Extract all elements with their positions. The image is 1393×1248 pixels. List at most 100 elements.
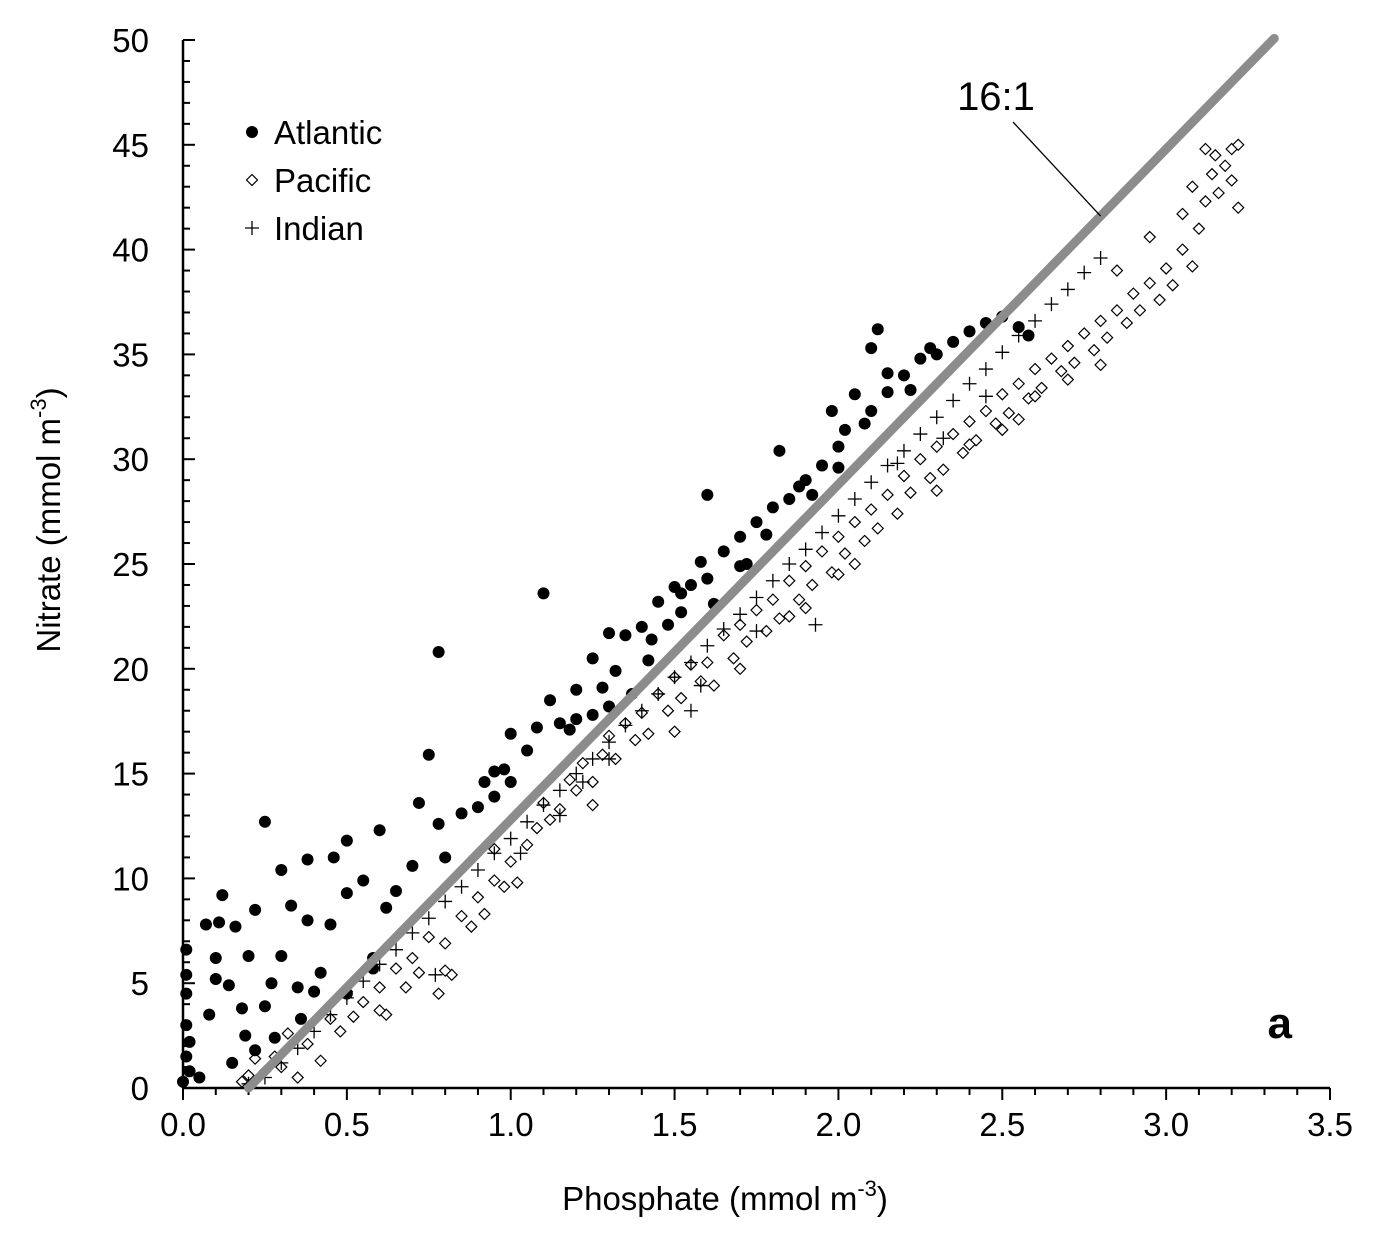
data-point-atlantic [380, 901, 393, 914]
data-point-atlantic [1022, 329, 1035, 342]
data-point-atlantic [652, 595, 665, 608]
y-tick-label: 40 [112, 232, 149, 269]
data-point-atlantic [406, 859, 419, 872]
data-point-pacific [530, 821, 544, 835]
data-point-pacific [773, 612, 786, 625]
data-point-pacific [373, 1004, 386, 1017]
data-point-indian [847, 492, 862, 507]
data-point-atlantic [563, 723, 576, 736]
data-point-pacific [858, 534, 871, 548]
data-point-pacific [700, 656, 714, 669]
data-point-pacific [750, 603, 763, 617]
data-point-pacific [543, 813, 557, 827]
data-point-atlantic [213, 916, 226, 929]
data-point-pacific [1186, 180, 1199, 194]
data-point-atlantic [324, 918, 337, 931]
data-point-indian [428, 967, 443, 982]
data-point-indian [421, 911, 436, 926]
data-point-pacific [478, 907, 491, 921]
data-point-pacific [399, 981, 413, 994]
data-point-pacific [1166, 278, 1180, 292]
data-point-indian [749, 624, 764, 639]
y-tick-label: 30 [112, 441, 149, 478]
data-point-pacific [707, 679, 721, 692]
data-point-indian [946, 393, 961, 408]
data-point-atlantic [390, 884, 403, 897]
x-axis-label-sup: -3 [857, 1176, 877, 1201]
data-point-pacific [563, 773, 577, 787]
data-point-pacific [1176, 243, 1189, 256]
data-point-pacific [1199, 195, 1212, 208]
data-point-pacific [995, 423, 1009, 437]
data-point-indian [683, 703, 698, 718]
data-point-pacific [904, 486, 917, 500]
data-point-pacific [792, 593, 806, 606]
data-point-pacific [946, 427, 960, 441]
data-point-indian [831, 508, 846, 523]
data-point-pacific [1028, 362, 1042, 376]
data-point-atlantic [432, 817, 445, 830]
data-point-atlantic [734, 530, 747, 543]
data-point-atlantic [766, 501, 779, 514]
panel-label: a [1268, 999, 1293, 1048]
data-point-atlantic [635, 620, 648, 633]
data-point-pacific [1035, 381, 1048, 395]
data-point-pacific [373, 981, 386, 994]
data-point-atlantic [586, 708, 599, 721]
data-point-atlantic [553, 717, 566, 730]
data-point-atlantic [177, 1075, 189, 1088]
data-point-atlantic [537, 587, 550, 600]
y-axis-label-sup: -3 [26, 398, 51, 418]
data-point-atlantic [209, 973, 222, 986]
data-point-atlantic [242, 949, 255, 962]
data-point-indian [503, 831, 518, 846]
data-point-pacific [520, 838, 534, 852]
data-point-atlantic [488, 790, 501, 803]
data-point-atlantic [498, 763, 511, 776]
data-point-pacific [471, 890, 485, 904]
data-point-atlantic [340, 834, 353, 847]
data-point-atlantic [586, 652, 599, 665]
data-point-atlantic [314, 966, 327, 979]
data-point-atlantic [701, 572, 714, 585]
data-point-atlantic [963, 325, 976, 338]
legend-label-pacific: Pacific [274, 162, 371, 199]
data-point-atlantic [258, 1000, 271, 1013]
data-point-indian [929, 410, 944, 425]
data-point-pacific [389, 962, 403, 975]
data-point-indian [978, 389, 993, 404]
data-point-atlantic [947, 335, 960, 348]
data-point-indian [693, 678, 708, 693]
x-tick-label: 3.5 [1307, 1106, 1353, 1143]
data-point-atlantic [904, 384, 917, 397]
data-point-atlantic [268, 1031, 281, 1044]
data-point-atlantic [675, 606, 688, 619]
data-point-pacific [805, 578, 819, 592]
data-point-indian [765, 573, 780, 588]
data-point-pacific [995, 387, 1009, 401]
data-point-atlantic [203, 1008, 216, 1021]
data-point-pacific [838, 547, 852, 560]
legend: Atlantic Pacific Indian [245, 114, 382, 247]
data-point-pacific [596, 748, 609, 762]
data-point-atlantic [432, 646, 445, 659]
data-point-indian [808, 617, 823, 632]
data-point-atlantic [504, 727, 517, 740]
reference-line-group: 16:1 [244, 33, 1279, 1093]
data-point-atlantic [180, 968, 193, 981]
data-point-atlantic [216, 889, 229, 902]
data-point-atlantic [750, 516, 763, 529]
data-point-atlantic [816, 459, 829, 472]
data-point-pacific [510, 876, 524, 889]
data-point-atlantic [357, 874, 370, 887]
data-point-atlantic [881, 367, 894, 380]
data-point-pacific [586, 775, 599, 789]
y-tick-label: 50 [112, 22, 149, 59]
data-point-atlantic [222, 979, 235, 992]
data-point-atlantic [662, 618, 675, 631]
data-point-indian [487, 846, 502, 861]
data-point-indian [1077, 265, 1092, 280]
data-point-pacific [432, 987, 445, 1001]
y-tick-label: 15 [112, 756, 149, 793]
data-point-pacific [832, 568, 845, 581]
